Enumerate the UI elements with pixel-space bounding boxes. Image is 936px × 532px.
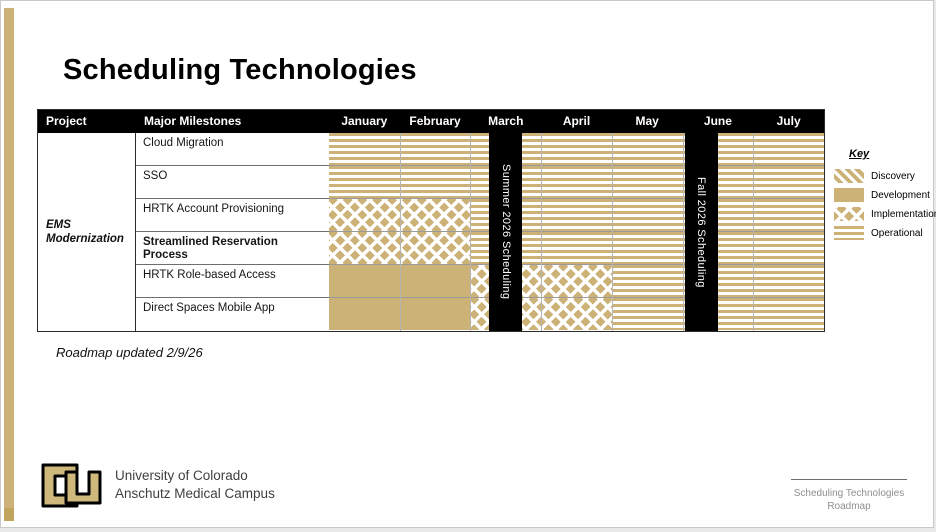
legend-label: Development — [871, 189, 930, 201]
project-cell: EMS Modernization — [38, 133, 136, 331]
gantt-area: Summer 2026 Scheduling Fall 2026 Scheduli… — [329, 133, 824, 331]
month-gridline — [470, 133, 472, 331]
organization-line2: Anschutz Medical Campus — [115, 486, 275, 501]
legend-item-operational: Operational — [834, 226, 936, 240]
column-header-project: Project — [46, 114, 87, 128]
roadmap-table: Project Major Milestones January February… — [37, 109, 825, 332]
column-header-january: January — [341, 114, 388, 128]
event-bar-label: Summer 2026 Scheduling — [499, 164, 512, 300]
left-accent-bar-cap — [4, 508, 14, 521]
legend-item-development: Development — [834, 188, 936, 202]
column-header-may: May — [635, 114, 659, 128]
table-header-row: Project Major Milestones January February… — [38, 110, 824, 133]
legend-label: Discovery — [871, 170, 915, 182]
column-header-february: February — [409, 114, 461, 128]
legend-items: Discovery Development Implementation Operat… — [834, 169, 936, 240]
milestone-column: Cloud Migration SSO HRTK Account Provision… — [136, 133, 329, 331]
organization-name: University of Colorado Anschutz Medical … — [115, 467, 275, 503]
column-header-july: July — [776, 114, 801, 128]
legend-label: Implementation — [871, 208, 936, 220]
phase-segment-operational — [470, 232, 824, 264]
horizontal-stripes-swatch-icon — [834, 226, 864, 240]
legend: Key Discovery Development Implementation Op… — [834, 148, 936, 245]
gantt-row-6 — [329, 298, 824, 331]
milestone-label: Cloud Migration — [136, 133, 329, 166]
milestone-label: Direct Spaces Mobile App — [136, 298, 329, 331]
document-label-line2: Roadmap — [827, 501, 871, 512]
document-label-line1: Scheduling Technologies — [793, 488, 905, 499]
solid-swatch-icon — [834, 188, 864, 202]
column-header-april: April — [562, 114, 591, 128]
milestone-label: SSO — [136, 166, 329, 199]
month-gridline — [611, 133, 613, 331]
document-label: Scheduling Technologies Roadmap — [771, 487, 927, 513]
column-header-march: March — [488, 114, 524, 128]
month-headers: January February March April May June July — [329, 110, 824, 133]
phase-segment-operational — [470, 199, 824, 231]
gantt-row-4 — [329, 232, 824, 265]
month-gridline — [753, 133, 755, 331]
phase-segment-operational — [329, 166, 824, 198]
month-gridline — [541, 133, 543, 331]
diagonal-stripes-swatch-icon — [834, 169, 864, 183]
event-bar-label: Fall 2026 Scheduling — [695, 176, 708, 288]
cu-logo-icon — [41, 463, 102, 508]
event-bar-june: Fall 2026 Scheduling — [684, 133, 718, 331]
legend-title: Key — [849, 148, 870, 160]
column-header-milestones: Major Milestones — [144, 114, 242, 128]
milestone-label: HRTK Account Provisioning — [136, 199, 329, 232]
updated-note: Roadmap updated 2/9/26 — [56, 345, 203, 360]
month-gridline — [682, 133, 684, 331]
page-title: Scheduling Technologies — [63, 54, 417, 86]
footer-divider — [791, 479, 907, 480]
column-header-june: June — [703, 114, 732, 128]
phase-segment-operational — [611, 298, 824, 330]
gantt-row-5 — [329, 265, 824, 298]
organization-line1: University of Colorado — [115, 468, 248, 483]
legend-label: Operational — [871, 227, 923, 239]
phase-segment-operational — [329, 133, 824, 165]
month-gridline — [399, 133, 401, 331]
diamonds-swatch-icon — [834, 207, 864, 221]
gantt-row-2 — [329, 166, 824, 199]
milestone-label: HRTK Role-based Access — [136, 265, 329, 298]
legend-item-discovery: Discovery — [834, 169, 936, 183]
event-bar-march: Summer 2026 Scheduling — [489, 133, 523, 331]
phase-segment-operational — [611, 265, 824, 297]
left-accent-bar — [4, 8, 14, 508]
gantt-row-3 — [329, 199, 824, 232]
milestone-label: Streamlined Reservation Process — [136, 232, 329, 265]
gantt-row-1 — [329, 133, 824, 166]
legend-item-implementation: Implementation — [834, 207, 936, 221]
table-body: EMS Modernization Cloud Migration SSO HRTK… — [38, 133, 824, 331]
